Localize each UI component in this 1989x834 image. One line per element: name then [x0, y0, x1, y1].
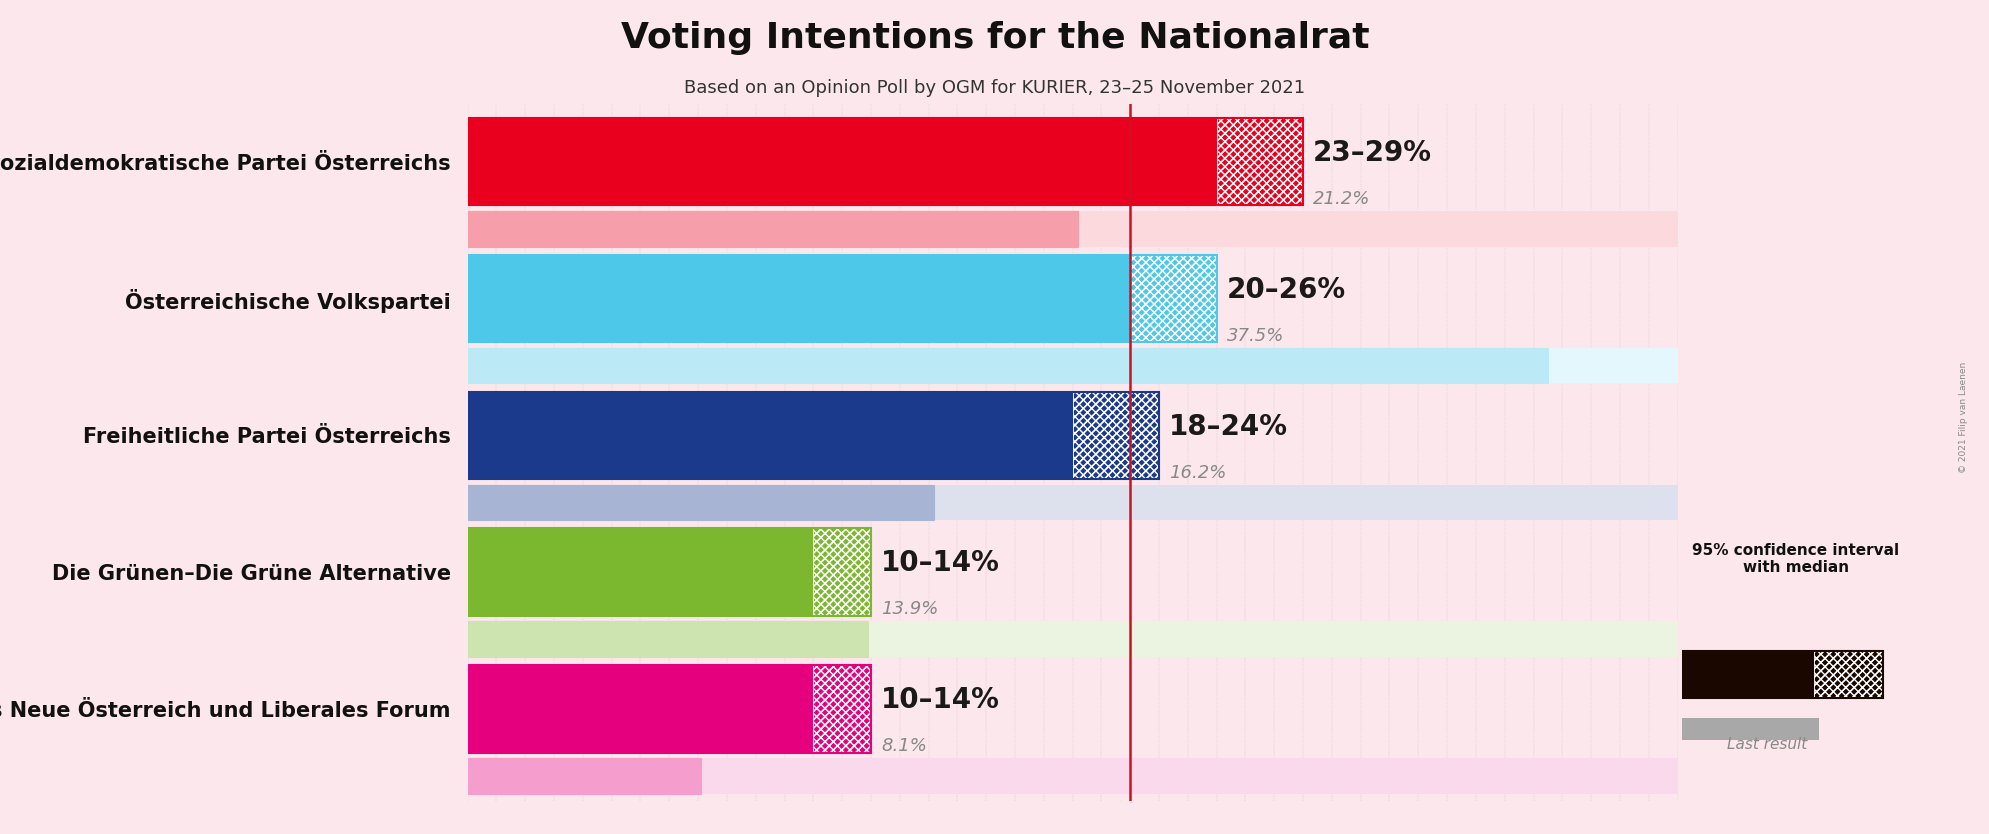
Text: 13.9%: 13.9% [881, 600, 939, 618]
Bar [467, 211, 1677, 247]
Bar [467, 485, 935, 520]
Text: 16.2%: 16.2% [1168, 464, 1225, 481]
Bar [467, 211, 1078, 247]
Text: © 2021 Filip van Laenen: © 2021 Filip van Laenen [1957, 361, 1967, 473]
Text: 20–26%: 20–26% [1225, 276, 1345, 304]
Bar [1130, 254, 1215, 342]
Bar [467, 211, 1078, 247]
Bar [1814, 651, 1882, 698]
Bar [467, 118, 1215, 205]
Bar [467, 485, 935, 520]
Bar [814, 529, 871, 616]
Bar [467, 758, 700, 794]
Bar [467, 758, 700, 794]
Text: 10–14%: 10–14% [881, 550, 998, 577]
Bar [467, 211, 1078, 247]
Text: 8.1%: 8.1% [881, 737, 927, 756]
Bar [1130, 254, 1215, 342]
Bar [467, 621, 867, 657]
Bar [467, 118, 1303, 205]
Bar [1215, 118, 1303, 205]
Bar [1681, 718, 1818, 740]
Bar [814, 666, 871, 753]
Bar [467, 391, 1158, 479]
Bar [467, 485, 1677, 520]
Bar [467, 485, 935, 520]
Text: 21.2%: 21.2% [1313, 190, 1370, 208]
Bar [467, 348, 1547, 384]
Text: Last result: Last result [1726, 737, 1806, 752]
Bar [467, 758, 700, 794]
Bar [467, 348, 1547, 384]
Bar [467, 391, 1072, 479]
Text: 37.5%: 37.5% [1225, 327, 1283, 344]
Bar [814, 529, 871, 616]
Bar [1072, 391, 1158, 479]
Bar [467, 621, 867, 657]
Bar [1681, 651, 1814, 698]
Bar [1215, 118, 1303, 205]
Bar [467, 529, 814, 616]
Bar [1215, 118, 1303, 205]
Bar [1814, 651, 1882, 698]
Bar [467, 758, 1677, 794]
Bar [467, 666, 871, 753]
Bar [467, 254, 1215, 342]
Bar [814, 529, 871, 616]
Bar [467, 529, 871, 616]
Text: 10–14%: 10–14% [881, 686, 998, 714]
Bar [467, 621, 867, 657]
Bar [1072, 391, 1158, 479]
Text: Voting Intentions for the Nationalrat: Voting Intentions for the Nationalrat [621, 21, 1368, 55]
Bar [814, 666, 871, 753]
Bar [814, 666, 871, 753]
Text: Based on an Opinion Poll by OGM for KURIER, 23–25 November 2021: Based on an Opinion Poll by OGM for KURI… [684, 79, 1305, 98]
Bar [1814, 651, 1882, 698]
Bar [467, 254, 1130, 342]
Text: 23–29%: 23–29% [1313, 139, 1432, 167]
Bar [467, 348, 1547, 384]
Text: 18–24%: 18–24% [1168, 413, 1287, 440]
Bar [1072, 391, 1158, 479]
Bar [467, 621, 1677, 657]
Bar [1130, 254, 1215, 342]
Text: 95% confidence interval
with median: 95% confidence interval with median [1691, 543, 1899, 575]
Bar [1681, 651, 1882, 698]
Bar [467, 666, 814, 753]
Bar [467, 348, 1677, 384]
